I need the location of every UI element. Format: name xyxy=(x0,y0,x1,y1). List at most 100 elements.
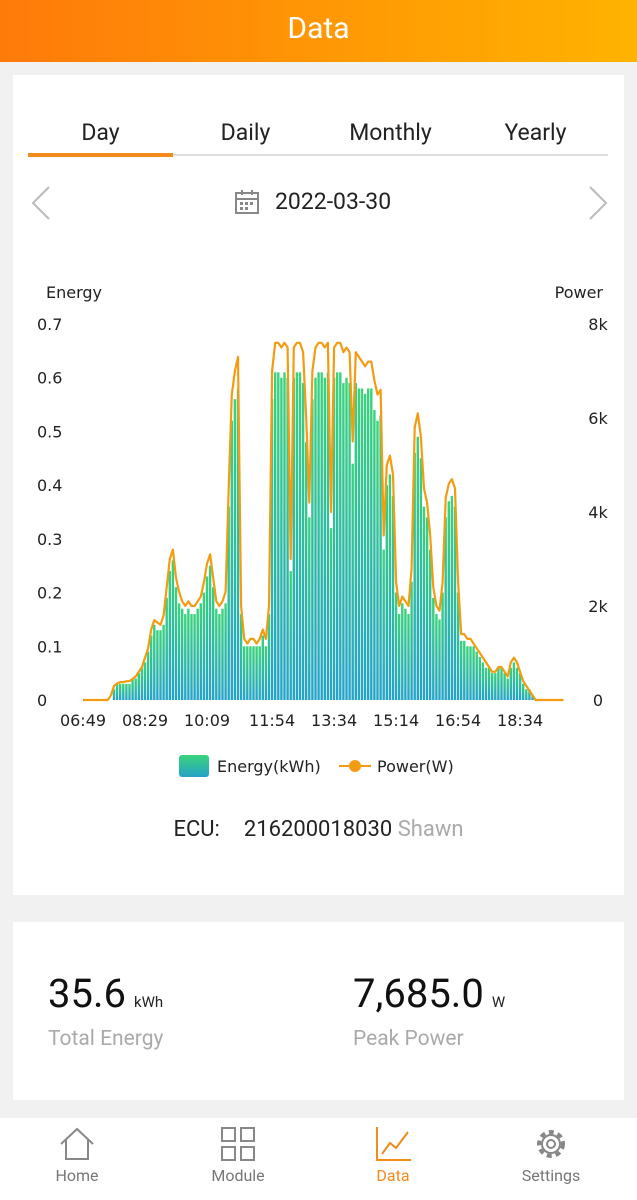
nav-label: Data xyxy=(376,1166,410,1185)
tab[interactable]: Monthly xyxy=(349,119,432,146)
bar xyxy=(292,377,295,700)
nav-item[interactable]: Module xyxy=(178,1126,298,1185)
bar xyxy=(150,635,153,700)
bar xyxy=(277,372,280,700)
header-title: Data xyxy=(0,0,637,62)
bar xyxy=(165,597,168,700)
bar xyxy=(221,608,224,700)
bar xyxy=(410,581,413,700)
bar xyxy=(199,603,202,700)
stat-unit: W xyxy=(491,993,506,1011)
bar xyxy=(143,662,147,700)
bar xyxy=(342,383,345,700)
ecu-name: Shawn xyxy=(397,817,464,842)
bar xyxy=(208,565,212,700)
bar xyxy=(190,614,193,700)
bar xyxy=(115,683,119,700)
stats-card: 35.6 kWh Total Energy 7,685.0 W Peak Power xyxy=(13,922,624,1100)
bar xyxy=(450,495,454,700)
prev-button[interactable] xyxy=(30,185,52,221)
bar xyxy=(531,694,534,700)
y-tick-label: 0 xyxy=(37,691,47,710)
bar xyxy=(351,463,354,700)
x-tick-label: 16:54 xyxy=(435,711,481,730)
date[interactable]: 2022-03-30 xyxy=(275,188,392,215)
bar xyxy=(336,372,339,700)
bar xyxy=(357,388,361,700)
tab[interactable]: Yearly xyxy=(504,119,567,146)
bar xyxy=(205,576,209,700)
bar xyxy=(146,651,150,700)
nav-item[interactable]: Data xyxy=(333,1126,453,1185)
bar xyxy=(258,646,261,700)
bar xyxy=(317,372,320,700)
bar xyxy=(233,399,237,700)
power-line xyxy=(83,341,564,702)
bar xyxy=(388,474,392,700)
nav-item[interactable]: Settings xyxy=(491,1126,611,1185)
x-tick-label: 15:14 xyxy=(373,711,419,730)
bar xyxy=(168,571,171,700)
next-button[interactable] xyxy=(587,185,609,221)
bar xyxy=(401,603,404,700)
bar xyxy=(503,673,506,700)
bar xyxy=(289,571,292,700)
legend-label: Energy(kWh) xyxy=(217,757,321,776)
bar xyxy=(515,667,519,700)
bar xyxy=(363,393,367,700)
bar xyxy=(525,689,528,700)
y-tick-label: 0.4 xyxy=(37,476,62,495)
bar xyxy=(528,689,531,700)
ecu-line: ECU: 216200018030 Shawn xyxy=(13,817,624,842)
bar xyxy=(348,383,351,700)
bar xyxy=(339,372,342,700)
bar xyxy=(187,608,190,700)
x-tick-label: 10:09 xyxy=(184,711,230,730)
bar xyxy=(224,603,227,700)
bar xyxy=(280,377,283,700)
bar xyxy=(367,388,370,700)
bar xyxy=(404,608,407,700)
ecu-id: 216200018030 xyxy=(243,817,393,842)
calendar-icon[interactable] xyxy=(234,189,260,215)
bar xyxy=(196,608,199,700)
bar xyxy=(156,630,159,700)
bar xyxy=(460,640,463,700)
nav-label: Settings xyxy=(521,1166,581,1185)
bar xyxy=(128,683,131,700)
nav-item[interactable]: Home xyxy=(17,1126,137,1185)
bar xyxy=(295,372,299,700)
y-tick-label: 0.5 xyxy=(37,422,62,441)
tab[interactable]: Daily xyxy=(220,119,271,146)
active-tab-indicator xyxy=(28,153,173,157)
bar xyxy=(360,388,364,700)
chart: Energy Power 0 0.1 0.2 0.3 0.4 0.5 0.6 0.7 0 2k 4k… xyxy=(37,283,608,777)
bar xyxy=(354,383,357,700)
bar xyxy=(137,673,140,700)
bar xyxy=(506,678,509,700)
bar xyxy=(326,372,330,700)
bar xyxy=(218,614,221,700)
bottom-nav: Home Module Data Settings xyxy=(0,1118,637,1200)
bar xyxy=(122,683,125,700)
tab[interactable]: Day xyxy=(81,119,120,146)
x-tick-label: 06:49 xyxy=(60,711,106,730)
x-tick-label: 13:34 xyxy=(311,711,357,730)
bar xyxy=(134,678,137,700)
bar xyxy=(125,683,128,700)
y-tick-label: 0.6 xyxy=(37,369,62,388)
x-tick-label: 08:29 xyxy=(122,711,168,730)
bar xyxy=(432,597,435,700)
bar xyxy=(311,399,314,700)
bar xyxy=(373,409,376,700)
stat-unit: kWh xyxy=(134,993,164,1011)
chart-card: Day Daily Monthly Yearly 2022-03-30 ECU:… xyxy=(13,75,624,895)
bar xyxy=(370,388,373,700)
nav-label: Home xyxy=(55,1166,99,1185)
legend-swatch-dot xyxy=(349,760,361,772)
x-tick-label: 11:54 xyxy=(249,711,295,730)
bar xyxy=(267,614,271,700)
bar xyxy=(112,689,116,700)
bar xyxy=(332,377,336,700)
